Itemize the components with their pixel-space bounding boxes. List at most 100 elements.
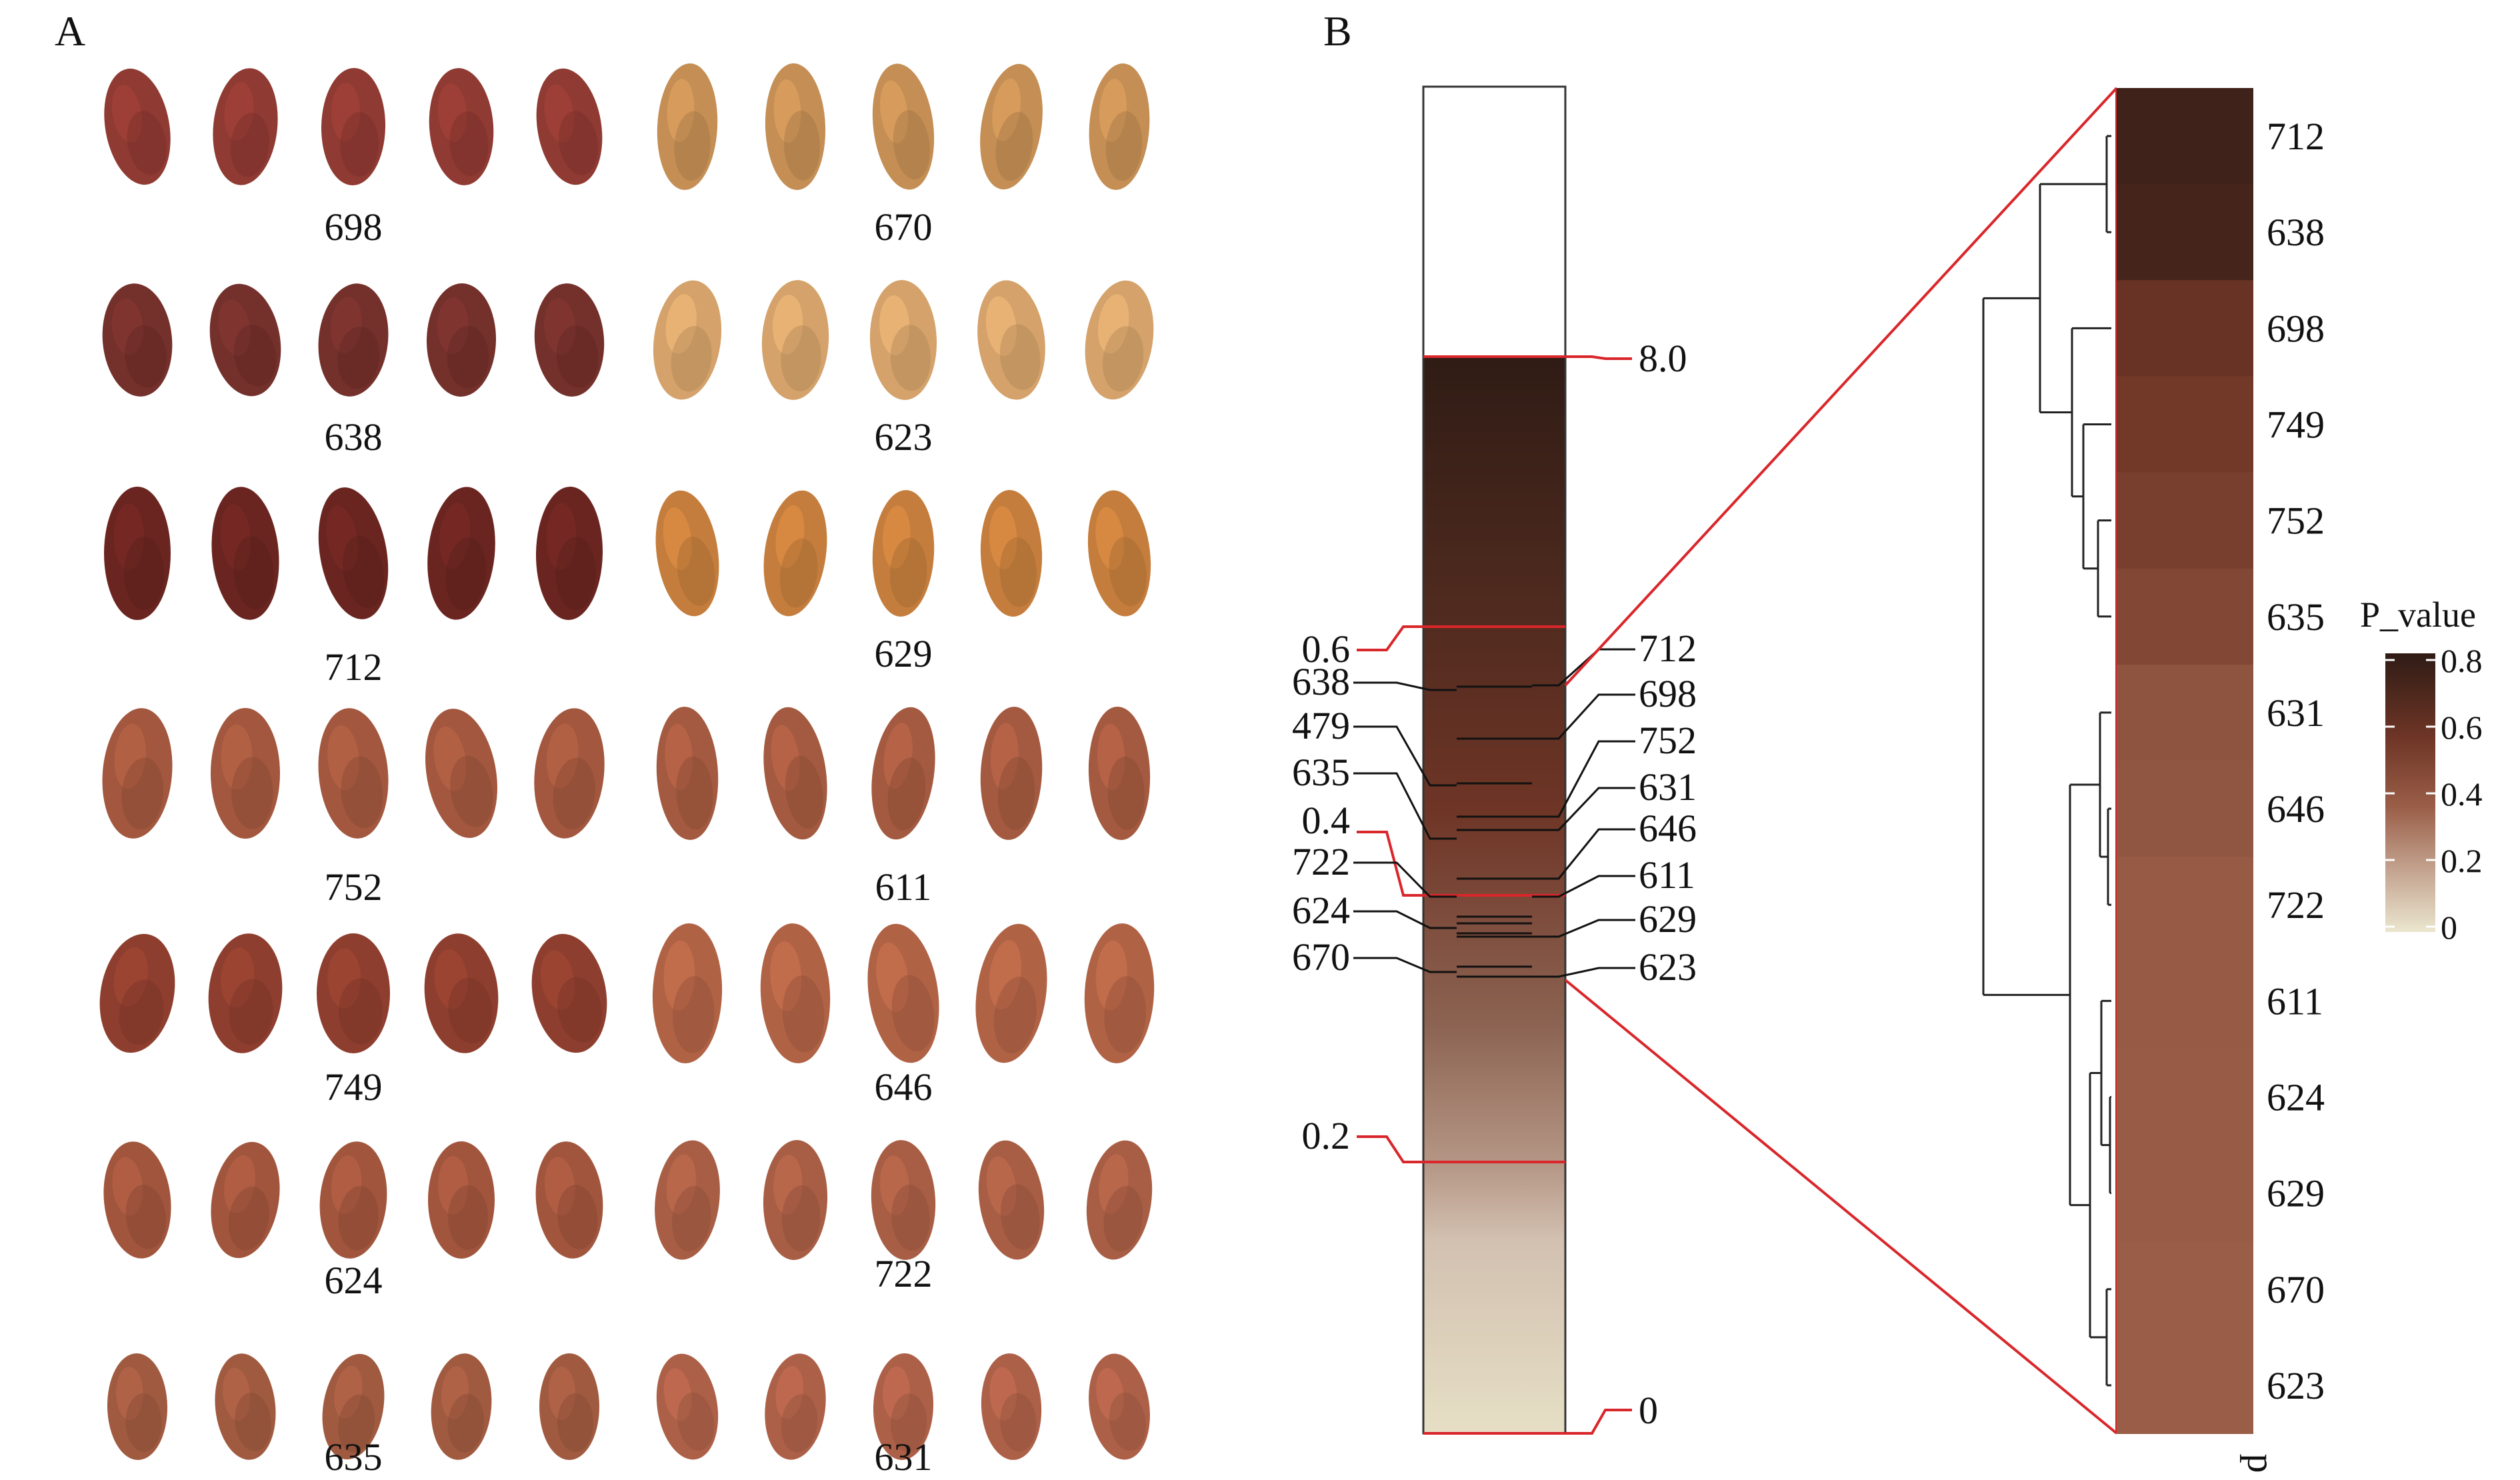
seed-label-646: 646 [875, 1065, 933, 1109]
seed-label-749: 749 [325, 1065, 383, 1109]
seed-shadow [447, 325, 489, 389]
seed-highlight [114, 503, 144, 570]
seed-highlight [1095, 940, 1127, 1011]
seed-highlight [330, 297, 362, 353]
heatmap-cell-623 [2117, 1337, 2253, 1434]
seed-shadow [343, 535, 385, 609]
right-label-leader [1532, 875, 1635, 898]
legend-tick-label: 0.4 [2441, 775, 2483, 813]
right-label-611: 611 [1639, 853, 1695, 897]
seed-highlight [989, 1367, 1017, 1421]
seed-highlight [879, 295, 910, 355]
left-label-635: 635 [1292, 751, 1350, 794]
seed-label-635: 635 [325, 1435, 383, 1479]
heatmap-cell-698 [2117, 280, 2253, 377]
seed-shadow [781, 325, 821, 391]
seed-highlight [986, 1156, 1017, 1217]
dendrogram [1982, 135, 2111, 1387]
seed-group-611: 611 [656, 707, 1151, 909]
seed-highlight [773, 1155, 803, 1215]
seed-highlight [218, 299, 251, 356]
right-label-leader [1532, 693, 1635, 740]
seed-shadow [553, 757, 595, 830]
seed-highlight [666, 1154, 696, 1214]
scale-mark-label: 0.2 [1302, 1114, 1351, 1157]
seed-shadow [445, 537, 487, 611]
seed-shadow [231, 757, 273, 829]
seed-highlight [437, 297, 469, 355]
seed-shadow [448, 1185, 488, 1250]
left-label-leader [1353, 772, 1457, 840]
right-label-646: 646 [1639, 807, 1697, 850]
seed-label-631: 631 [875, 1435, 933, 1479]
right-label-698: 698 [1639, 672, 1697, 715]
heatmap-row-label-635: 635 [2267, 595, 2325, 639]
seed-shadow [997, 757, 1035, 831]
seed-shadow [124, 537, 164, 610]
seed-highlight [111, 84, 142, 143]
seed-highlight [663, 940, 695, 1011]
seed-highlight [224, 82, 254, 141]
seed-highlight [223, 1367, 251, 1421]
seed-highlight [992, 78, 1021, 141]
seed-shadow [447, 1393, 485, 1453]
seed-shadow [890, 325, 931, 391]
heatmap-row-label-611: 611 [2267, 979, 2323, 1023]
seed-shadow [1109, 1392, 1146, 1451]
seed-highlight [221, 724, 253, 790]
seed-shadow [783, 110, 821, 181]
seed-highlight [876, 942, 909, 1012]
seed-highlight [327, 948, 361, 1009]
seed-group-646: 646 [652, 923, 1155, 1109]
seed-shadow [781, 1185, 821, 1251]
seed-label-752: 752 [325, 865, 383, 909]
seed-highlight [770, 941, 802, 1011]
seed-highlight [1095, 507, 1125, 571]
heatmap-cell-631 [2117, 664, 2253, 761]
seed-shadow [341, 756, 383, 829]
seed-label-623: 623 [875, 415, 933, 459]
seed-label-611: 611 [875, 865, 932, 909]
seed-highlight [1096, 1368, 1124, 1421]
seed-highlight [544, 298, 576, 355]
zoom-line-bottom [1564, 979, 2118, 1435]
right-label-712: 712 [1639, 627, 1697, 670]
seed-highlight [326, 505, 359, 571]
seed-highlight [331, 1155, 362, 1214]
seed-shadow [999, 324, 1041, 390]
left-label-leader [1353, 957, 1457, 973]
seed-shadow [671, 325, 712, 392]
scale-mark-label: 0.4 [1302, 799, 1351, 842]
seed-shadow [340, 112, 379, 177]
seed-highlight [111, 298, 143, 355]
right-label-631: 631 [1639, 765, 1697, 809]
left-label-leader [1353, 681, 1457, 691]
seed-shadow [1000, 1393, 1037, 1452]
seed-shadow [889, 537, 927, 608]
scale-mark-label: 0 [1639, 1389, 1658, 1432]
seed-shadow [235, 1393, 271, 1451]
seed-highlight [663, 507, 692, 571]
seed-label-638: 638 [325, 415, 383, 459]
heatmap-cell-611 [2117, 953, 2253, 1050]
seed-shadow [230, 113, 269, 177]
seed-shadow [891, 1185, 930, 1251]
seed-shadow [233, 324, 277, 387]
right-label-leader [1532, 740, 1635, 818]
seed-shadow [233, 536, 274, 609]
seed-shadow [127, 111, 167, 175]
seed-label-629: 629 [875, 632, 933, 675]
seed-highlight [882, 505, 911, 569]
left-label-722: 722 [1292, 840, 1350, 883]
seed-highlight [112, 1157, 143, 1216]
legend-tick-label: 0 [2441, 909, 2457, 946]
heatmap-cell-646 [2117, 761, 2253, 858]
seed-shadow [1103, 1185, 1143, 1252]
legend-tick-label: 0.2 [2441, 842, 2483, 879]
seed-highlight [883, 723, 913, 789]
left-label-leader [1353, 861, 1457, 898]
seed-shadow [891, 975, 935, 1052]
seed-shadow [119, 979, 164, 1045]
seed-shadow [999, 537, 1037, 607]
